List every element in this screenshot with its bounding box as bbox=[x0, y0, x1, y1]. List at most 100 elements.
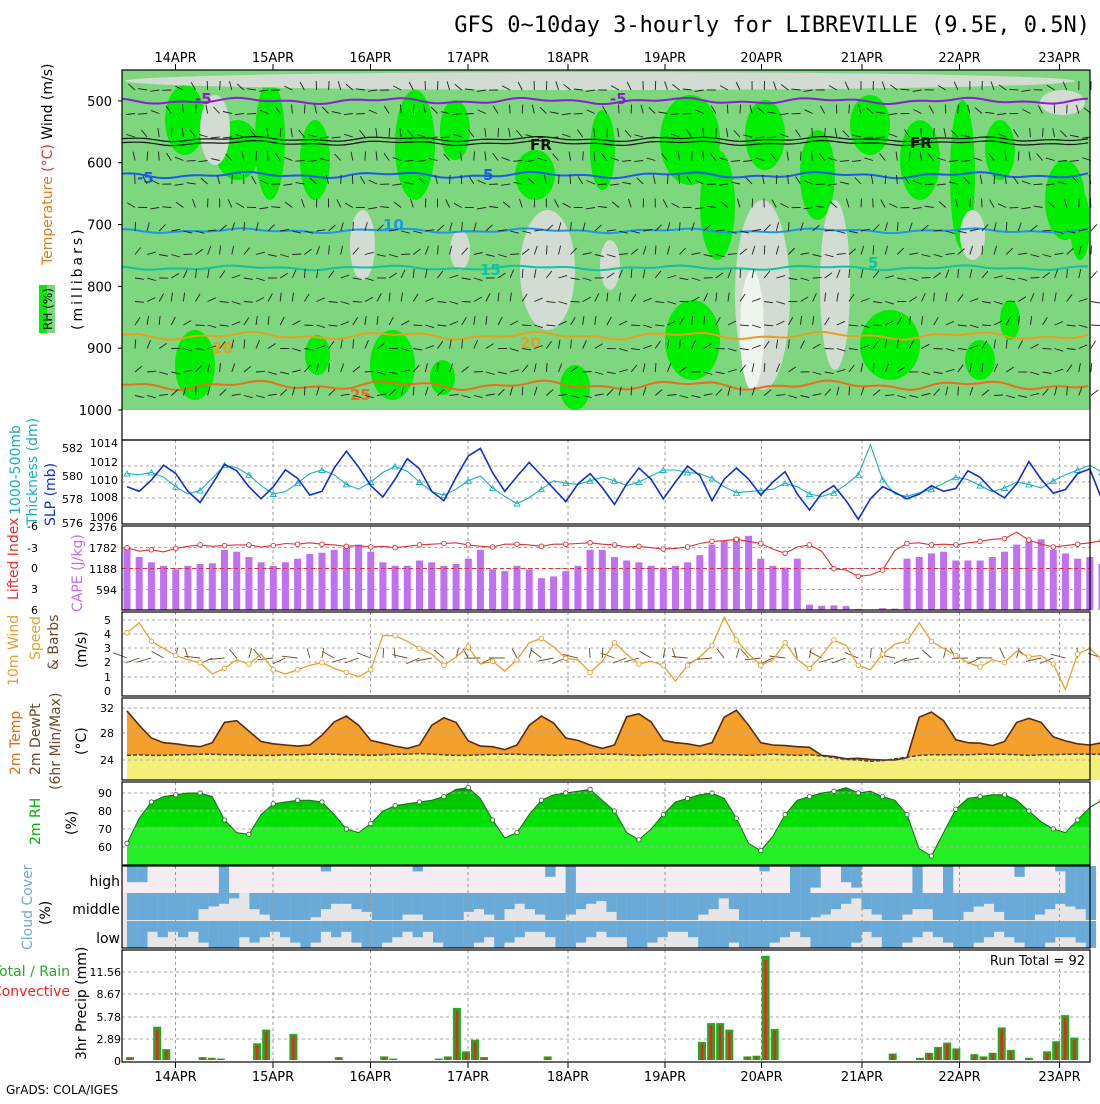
cape-bar bbox=[184, 566, 191, 610]
precip-convective-bar bbox=[919, 1059, 922, 1060]
rh-point bbox=[442, 794, 446, 798]
precip-convective-bar bbox=[1055, 1043, 1058, 1060]
cloud-middle-cell bbox=[892, 893, 902, 920]
lifted-index-line-point bbox=[612, 543, 617, 548]
precip-convective-bar bbox=[1028, 1059, 1031, 1060]
cape-bar bbox=[745, 536, 752, 610]
precip-tick-label: 2.89 bbox=[97, 1033, 122, 1046]
cloud-middle-cell bbox=[566, 893, 576, 915]
top-date-label: 21APR bbox=[841, 51, 883, 66]
lifted-index-line-point bbox=[393, 545, 398, 550]
wind-speed-line-point bbox=[490, 659, 495, 664]
lifted-index-tick-label: 6 bbox=[31, 604, 38, 617]
cloud-low-cell bbox=[1004, 921, 1014, 937]
lifted-index-line-point bbox=[783, 551, 788, 556]
wind-barb-10m bbox=[810, 648, 812, 658]
lifted-index-line-point bbox=[295, 542, 300, 547]
cloud-low-cell bbox=[147, 921, 157, 932]
rh-point bbox=[929, 854, 933, 858]
wind-speed-line-point bbox=[466, 645, 471, 650]
precip-convective-bar bbox=[746, 1057, 749, 1060]
wind-barb bbox=[982, 325, 991, 326]
cloud-middle-cell bbox=[331, 893, 341, 904]
precip-convective-bar bbox=[165, 1051, 168, 1060]
pressure-tick-label: 500 bbox=[87, 95, 112, 110]
wind-barb-10m bbox=[152, 651, 164, 658]
cloud-middle-cell bbox=[861, 893, 871, 909]
wind-ylabel-2: Speed bbox=[28, 616, 44, 660]
wind-speed-line-point bbox=[832, 638, 837, 643]
cloud-middle-cell bbox=[933, 893, 943, 920]
cloud-low-cell bbox=[209, 921, 219, 948]
precip-convective-bar bbox=[728, 1032, 731, 1060]
cloud-low-cell bbox=[198, 921, 208, 943]
lifted-index-line-point bbox=[442, 541, 447, 546]
cloud-middle-cell bbox=[464, 893, 474, 912]
cape-bar bbox=[1025, 541, 1032, 610]
wind-barb-10m bbox=[922, 650, 931, 658]
rh-point bbox=[222, 818, 226, 822]
wind-barb bbox=[801, 152, 802, 161]
upper-ylabel-group: Temperature (°C) Wind (m/s) bbox=[40, 63, 56, 266]
wind-barb bbox=[232, 175, 233, 184]
cape-bar bbox=[550, 576, 557, 610]
cloud-low-cell bbox=[984, 921, 994, 937]
wind-barb bbox=[909, 152, 910, 161]
top-date-label: 16APR bbox=[349, 51, 391, 66]
wind-speed-line-point bbox=[247, 662, 252, 667]
rh-dry-patch bbox=[600, 240, 620, 290]
upper-ylabel: Temperature (°C) Wind (m/s) bbox=[40, 63, 56, 266]
cloud-middle-cell bbox=[974, 893, 984, 907]
lifted-index-line-point bbox=[978, 539, 983, 544]
lifted-index-tick-label: 3 bbox=[31, 583, 38, 596]
pressure-tick-label: 600 bbox=[87, 157, 112, 172]
rh-moist-patch bbox=[985, 120, 1015, 180]
cloud-middle-cell bbox=[678, 893, 688, 920]
precip-convective-bar bbox=[201, 1058, 204, 1060]
rh-point bbox=[149, 800, 153, 804]
cloud-middle-cell bbox=[729, 893, 739, 909]
cloud-low-cell bbox=[1086, 921, 1096, 948]
wind-barb bbox=[498, 128, 499, 137]
cloud-low-cell bbox=[596, 921, 606, 932]
cape-bar bbox=[660, 568, 667, 610]
cloud-middle-cell bbox=[882, 893, 892, 920]
cloud-middle-cell bbox=[851, 893, 861, 898]
wind-tick-label: 1 bbox=[104, 671, 111, 684]
lifted-index-line-point bbox=[1051, 545, 1056, 550]
thickness-tick-label: 580 bbox=[62, 470, 83, 483]
cloud-low-cell bbox=[780, 921, 790, 937]
cloud-middle-cell bbox=[474, 893, 484, 909]
wind-barb bbox=[1091, 246, 1092, 255]
top-date-label: 23APR bbox=[1038, 51, 1080, 66]
wind-barb bbox=[571, 222, 572, 231]
cloud-low-cell bbox=[1045, 921, 1055, 943]
wind-barb bbox=[280, 128, 281, 137]
cloud-low-cell bbox=[331, 921, 341, 937]
cloud-low-cell bbox=[453, 921, 463, 948]
rh-moist-patch bbox=[665, 300, 720, 380]
cloud-middle-cell bbox=[719, 893, 729, 898]
wind-barb bbox=[356, 114, 365, 115]
wind-barb bbox=[304, 325, 313, 326]
cloud-middle-cell bbox=[178, 893, 188, 920]
cape-bar bbox=[489, 569, 496, 610]
cape-bar bbox=[197, 564, 204, 610]
lifted-index-line-point bbox=[271, 543, 276, 548]
wind-tick-label: 0 bbox=[104, 685, 111, 698]
wind-speed-line-point bbox=[759, 663, 764, 668]
cape-bar bbox=[379, 562, 386, 610]
cloud-middle-cell bbox=[351, 893, 361, 909]
cloud-middle-cell bbox=[300, 893, 310, 920]
wind-barb bbox=[692, 152, 693, 161]
wind-speed-line-point bbox=[174, 653, 179, 658]
lifted-index-tick-label: -3 bbox=[27, 542, 38, 555]
wind-barb bbox=[465, 114, 474, 115]
cape-bar bbox=[245, 557, 252, 610]
wind-barb-10m bbox=[392, 655, 407, 658]
contour-label: 15 bbox=[480, 261, 501, 279]
cloud-high-cell bbox=[137, 866, 147, 882]
wind-barb bbox=[970, 199, 971, 208]
lifted-index-line-point bbox=[954, 543, 959, 548]
